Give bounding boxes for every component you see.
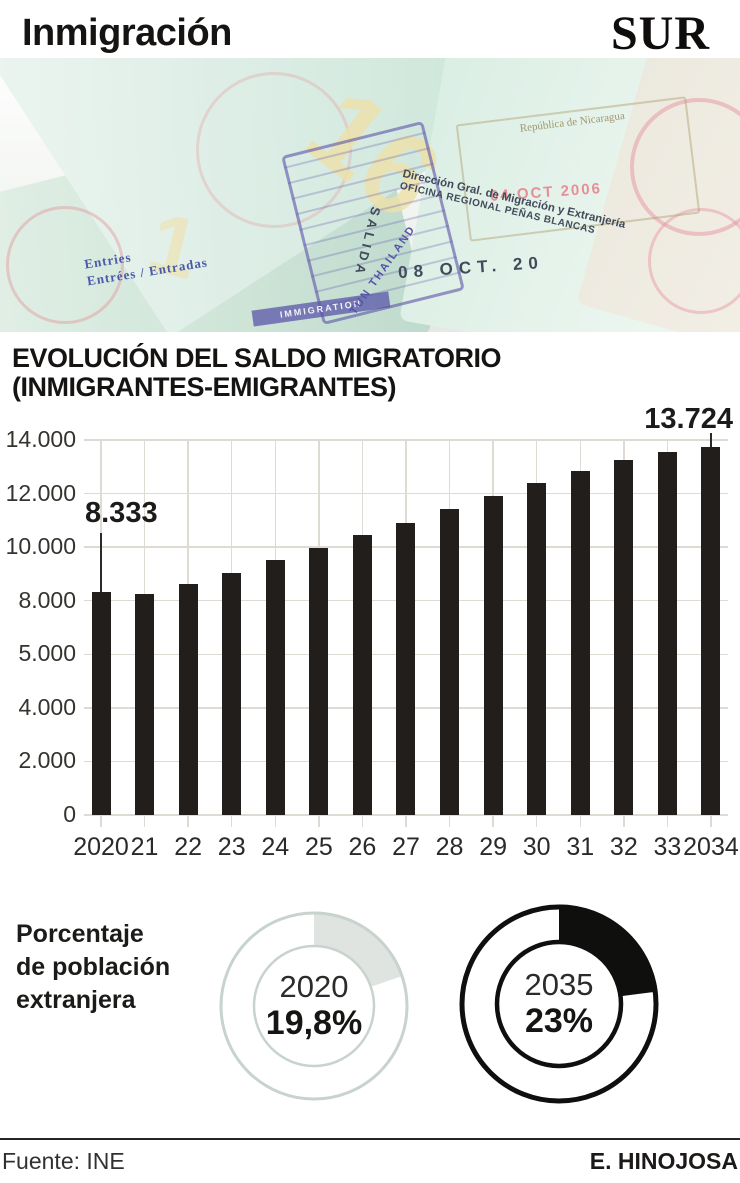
bar-33	[657, 451, 677, 815]
pink-stamp-circle	[6, 206, 124, 324]
x-tick	[623, 815, 625, 827]
donut-wedge	[559, 904, 658, 997]
x-tick-label: 21	[130, 833, 159, 861]
x-tick-label: 26	[348, 833, 377, 861]
x-tick-label: 25	[304, 833, 333, 861]
donut-section-label: Porcentaje de población extranjera	[16, 918, 170, 1017]
bar-25	[309, 547, 329, 815]
bar-23	[222, 572, 242, 815]
x-tick	[187, 815, 189, 827]
x-tick-label: 24	[261, 833, 290, 861]
annotation-callout	[100, 533, 102, 592]
bar-chart-title-line1: EVOLUCIÓN DEL SALDO MIGRATORIO	[12, 343, 502, 373]
passport-photo: 16 1 Entries Entrées / Entradas IMMIGRAT…	[0, 58, 740, 332]
donut-2020-svg	[219, 911, 409, 1101]
donut-label-line1: Porcentaje	[16, 920, 144, 948]
x-tick-label: 29	[479, 833, 508, 861]
bar-21	[135, 594, 155, 815]
x-tick-label: 28	[435, 833, 464, 861]
bar-chart-title: EVOLUCIÓN DEL SALDO MIGRATORIO (INMIGRAN…	[12, 343, 502, 402]
donut-wedge	[314, 911, 404, 987]
x-tick-label: 27	[392, 833, 420, 861]
bar-24	[265, 560, 285, 815]
sur-logo: SUR	[610, 7, 710, 60]
bar-2020	[91, 591, 111, 815]
x-tick	[710, 815, 712, 827]
x-tick	[405, 815, 407, 827]
donut-outer-ring	[219, 911, 409, 1101]
x-tick	[361, 815, 364, 827]
x-tick	[230, 815, 233, 827]
pink-stamp-circle	[648, 208, 740, 314]
bar-27	[396, 522, 416, 815]
donut-2035-year: 2035	[524, 967, 594, 1002]
x-tick	[100, 815, 102, 827]
bar-chart: 14.000 12.000 10.000 8.000 5.000 4.000 2.000 0 2…	[0, 403, 740, 880]
x-tick	[448, 815, 451, 827]
donut-2020-year: 2020	[279, 969, 349, 1004]
x-tick-label: 33	[653, 833, 682, 861]
y-tick-label: 10.000	[5, 533, 76, 560]
x-tick	[666, 815, 669, 827]
y-tick-label: 2.000	[18, 747, 76, 774]
bar-31	[570, 470, 590, 815]
donut-inner-ring	[252, 944, 376, 1068]
footer-rule	[0, 1138, 740, 1140]
x-tick	[535, 815, 538, 827]
x-tick-label: 2020	[73, 833, 129, 861]
annotation-callout	[710, 433, 712, 448]
bar-30	[527, 483, 547, 815]
bar-28	[440, 508, 460, 815]
bar-32	[614, 460, 634, 815]
source-label: Fuente: INE	[2, 1148, 125, 1174]
x-tick-label: 32	[609, 833, 638, 861]
donut-inner-ring	[494, 939, 624, 1069]
y-tick-label: 4.000	[18, 693, 76, 720]
x-tick	[274, 815, 277, 827]
donut-2035-svg	[459, 904, 659, 1104]
donut-2020: 2020 19,8%	[216, 908, 412, 1104]
donut-2020-center: 2020 19,8%	[216, 908, 412, 1104]
donut-label-line3: extranjera	[16, 986, 136, 1014]
page-title: Inmigración	[22, 12, 232, 54]
donut-2035-center: 2035 23%	[458, 903, 660, 1105]
bar-22	[178, 583, 198, 815]
donut-2035-value: 23%	[524, 1002, 594, 1040]
x-tick-label: 30	[522, 833, 551, 861]
x-tick	[318, 815, 320, 827]
y-tick-label: 5.000	[18, 640, 76, 667]
bar-29	[483, 496, 503, 815]
bar-chart-title-line2: (INMIGRANTES-EMIGRANTES)	[12, 372, 396, 402]
x-tick-label: 22	[174, 833, 203, 861]
donut-label-line2: de población	[16, 953, 171, 981]
x-tick-label: 2034	[683, 833, 739, 861]
author-credit: E. HINOJOSA	[589, 1148, 738, 1174]
y-tick-label: 0	[63, 801, 76, 827]
value-annotation: 13.724	[644, 403, 733, 435]
pink-stamp-circle	[196, 72, 352, 228]
donut-outer-ring	[459, 904, 659, 1104]
donut-2020-value: 19,8%	[265, 1004, 363, 1042]
y-tick-label: 8.000	[18, 586, 76, 613]
bar-26	[352, 535, 372, 815]
x-tick-label: 23	[217, 833, 246, 861]
y-tick-label: 14.000	[5, 426, 76, 452]
x-tick	[143, 815, 146, 827]
x-tick	[579, 815, 582, 827]
x-tick	[492, 815, 494, 827]
y-tick-label: 12.000	[5, 479, 76, 506]
bar-2034	[701, 447, 721, 815]
x-tick-label: 31	[566, 833, 595, 861]
value-annotation: 8.333	[85, 497, 158, 529]
donut-2035: 2035 23%	[458, 903, 660, 1105]
